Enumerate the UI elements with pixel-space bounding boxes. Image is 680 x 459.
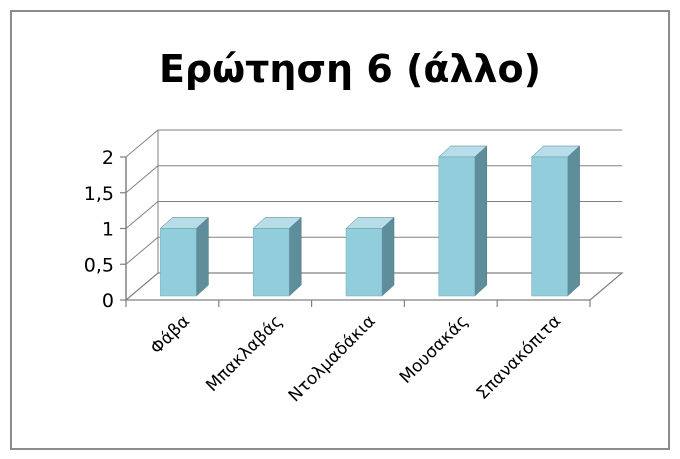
bar-front [438, 156, 476, 297]
bar-side [567, 145, 580, 297]
bar [345, 216, 395, 297]
bars [159, 145, 581, 297]
gridline-depth [125, 201, 159, 229]
bar-side [196, 216, 209, 297]
y-tick-label: 0 [102, 290, 114, 312]
gridline-depth [125, 165, 159, 194]
x-tick-label: Ντολμαδάκια [285, 311, 380, 406]
bar [252, 216, 302, 297]
bar-side [288, 216, 302, 297]
bar [530, 145, 581, 297]
bar-front [160, 228, 197, 297]
x-tick-label: Φάβα [147, 311, 194, 358]
y-tick-label: 0,5 [84, 254, 114, 276]
floor [124, 272, 624, 301]
x-tick-label: Μπακλαβάς [202, 311, 286, 395]
bar [159, 216, 210, 297]
y-axis: 0 0,5 1 1,5 2 [84, 147, 126, 312]
chart-title: Ερώτηση 6 (άλλο) [159, 47, 541, 91]
x-tick-label: Μουσακάς [396, 311, 472, 387]
bar-front [252, 228, 290, 297]
y-tick-label: 2 [102, 147, 114, 169]
y-tick-label: 1,5 [84, 183, 114, 205]
bar-front [531, 156, 568, 297]
bar-side [381, 216, 395, 297]
x-tick-label: Σπανακόπιτα [473, 311, 565, 403]
bar-side [474, 145, 488, 297]
bar [438, 145, 488, 297]
y-tick-label: 1 [102, 219, 114, 241]
gridline-depth [125, 129, 159, 158]
gridline-depth [125, 236, 159, 265]
bar-front [345, 228, 383, 297]
